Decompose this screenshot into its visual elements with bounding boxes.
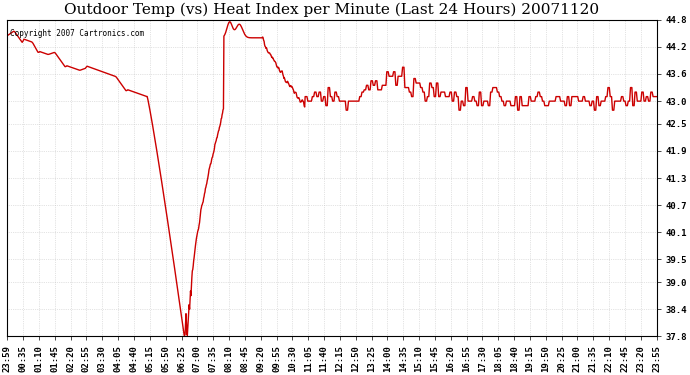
Text: Copyright 2007 Cartronics.com: Copyright 2007 Cartronics.com xyxy=(10,29,144,38)
Title: Outdoor Temp (vs) Heat Index per Minute (Last 24 Hours) 20071120: Outdoor Temp (vs) Heat Index per Minute … xyxy=(64,3,600,17)
